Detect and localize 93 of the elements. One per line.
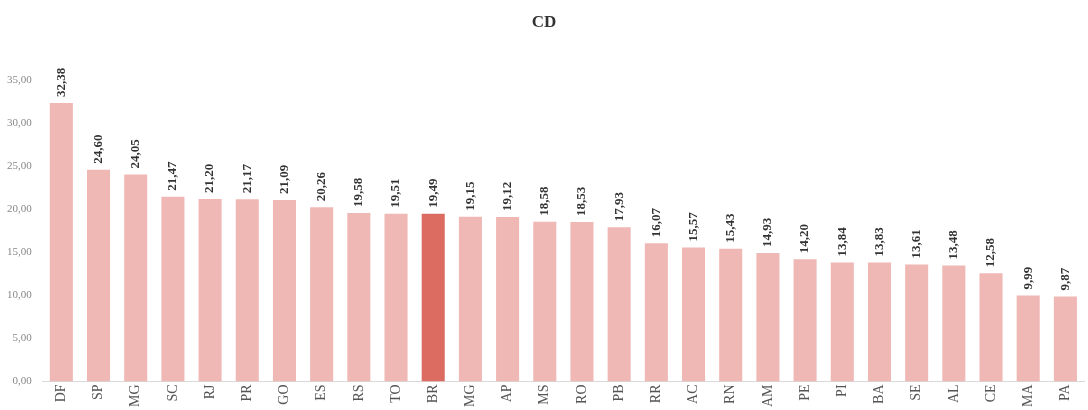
data-label: 19,58 (350, 177, 366, 208)
y-tick-label: 0,00 (12, 374, 33, 387)
data-label: 19,51 (387, 178, 403, 208)
bar (533, 221, 557, 382)
bar (682, 247, 706, 382)
data-label: 20,26 (313, 171, 329, 202)
x-tick-label: RN (722, 384, 738, 404)
bar (310, 207, 334, 382)
bar (496, 216, 520, 382)
x-tick-label: PI (833, 384, 849, 397)
x-tick-label: PB (610, 384, 626, 402)
bar (421, 213, 445, 382)
y-tick-label: 5,00 (12, 331, 33, 344)
data-label: 14,93 (759, 217, 775, 248)
x-tick-label: RS (350, 384, 366, 402)
data-label: 24,60 (89, 134, 105, 164)
x-tick-label: RR (648, 383, 664, 404)
data-label: 19,12 (498, 181, 514, 211)
data-label: 13,83 (870, 226, 886, 257)
y-tick-label: 10,00 (7, 288, 33, 301)
x-tick-label: SE (908, 384, 924, 401)
data-label: 13,61 (908, 229, 924, 259)
bar (272, 200, 296, 382)
data-label: 18,58 (536, 185, 552, 216)
data-label: 9,99 (1019, 266, 1035, 290)
bar (607, 227, 631, 382)
data-label: 21,20 (201, 163, 217, 194)
bar (1016, 295, 1040, 382)
data-label: 15,57 (684, 211, 700, 242)
x-tick-label: AP (499, 384, 515, 403)
y-tick-label: 35,00 (7, 73, 33, 86)
chart-title: CD (531, 11, 557, 31)
x-tick-label: CE (982, 384, 998, 403)
bar (235, 199, 259, 382)
x-tick-label: BA (871, 383, 887, 404)
x-tick-label: MS (536, 384, 552, 405)
bar (49, 102, 73, 382)
bar (384, 213, 408, 382)
x-tick-label: AC (685, 384, 701, 404)
x-tick-label: SC (164, 384, 180, 402)
bar (124, 174, 148, 382)
x-tick-label: PE (796, 384, 812, 401)
data-label: 13,48 (945, 229, 961, 260)
y-tick-label: 30,00 (7, 116, 33, 129)
y-tick-label: 15,00 (7, 245, 33, 258)
data-label: 32,38 (52, 67, 68, 97)
data-label: 19,15 (461, 180, 477, 211)
bar (942, 265, 966, 382)
bar (458, 216, 482, 382)
data-label: 17,93 (610, 191, 626, 222)
x-tick-label: DF (53, 384, 69, 403)
data-label: 21,09 (275, 164, 291, 195)
x-tick-label: AM (759, 383, 775, 407)
x-tick-label: RO (573, 384, 589, 404)
x-tick-label: BR (424, 383, 440, 404)
data-label: 16,07 (647, 207, 663, 238)
bar (1053, 296, 1077, 382)
x-tick-label: MG (462, 384, 478, 407)
data-label: 14,20 (796, 224, 812, 254)
x-tick-label: PR (238, 383, 254, 402)
x-tick-label: SP (90, 384, 106, 401)
data-label: 21,17 (238, 163, 254, 194)
bar (979, 273, 1003, 382)
x-tick-label: MG (127, 384, 143, 407)
data-label: 21,47 (164, 161, 180, 191)
data-label: 12,58 (982, 237, 998, 268)
x-tick-label: RJ (201, 383, 217, 400)
x-tick-label: PA (1057, 383, 1073, 402)
bar (867, 262, 891, 382)
bar (719, 248, 743, 382)
x-tick-label: AL (945, 384, 961, 404)
x-tick-label: ES (313, 384, 329, 401)
bar (161, 196, 185, 382)
bar (198, 199, 222, 382)
bar (756, 253, 780, 382)
x-tick-label: MA (1019, 383, 1035, 407)
data-label: 18,53 (573, 186, 589, 217)
data-label: 13,84 (833, 226, 849, 257)
x-tick-label: GO (276, 384, 292, 405)
bar (644, 243, 668, 382)
bar (570, 222, 594, 382)
data-label: 9,87 (1056, 267, 1072, 291)
x-tick-label: TO (387, 384, 403, 403)
bar (347, 213, 371, 382)
bar (905, 264, 929, 382)
data-label: 19,49 (424, 178, 440, 208)
bar (830, 262, 854, 382)
bar (793, 259, 817, 382)
data-label: 15,43 (722, 212, 738, 243)
y-tick-label: 25,00 (7, 159, 33, 172)
bar (87, 169, 111, 382)
data-label: 24,05 (127, 138, 143, 169)
y-tick-label: 20,00 (7, 202, 33, 215)
